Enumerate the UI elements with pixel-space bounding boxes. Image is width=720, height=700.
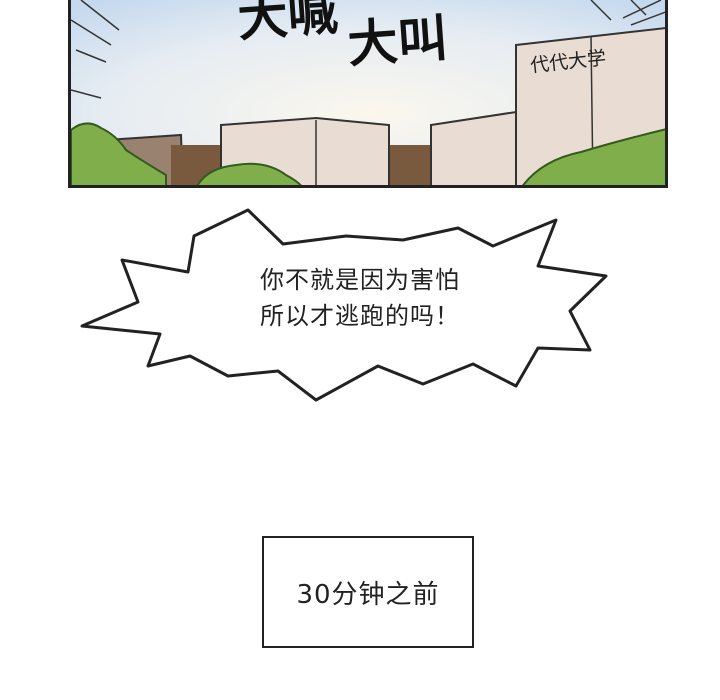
tree-left	[71, 122, 167, 185]
building-right-low	[430, 110, 517, 185]
caption-box: 30分钟之前	[262, 536, 474, 648]
speech-line-2: 所以才逃跑的吗！	[260, 302, 460, 330]
sfx-text-1: 大喊	[236, 0, 340, 48]
bush-center	[196, 162, 302, 185]
comic-panel-top: 大喊 大叫 代代大学	[68, 0, 668, 188]
tree-right	[522, 128, 665, 185]
caption-text: 30分钟之前	[296, 579, 440, 610]
speech-bubble	[80, 208, 608, 402]
speech-bubble-text: 你不就是因为害怕 所以才逃跑的吗！	[0, 262, 720, 334]
speech-line-1: 你不就是因为害怕	[260, 266, 460, 294]
campus-scene: 大喊 大叫 代代大学	[71, 0, 665, 185]
sfx-text-2: 大叫	[346, 9, 450, 74]
